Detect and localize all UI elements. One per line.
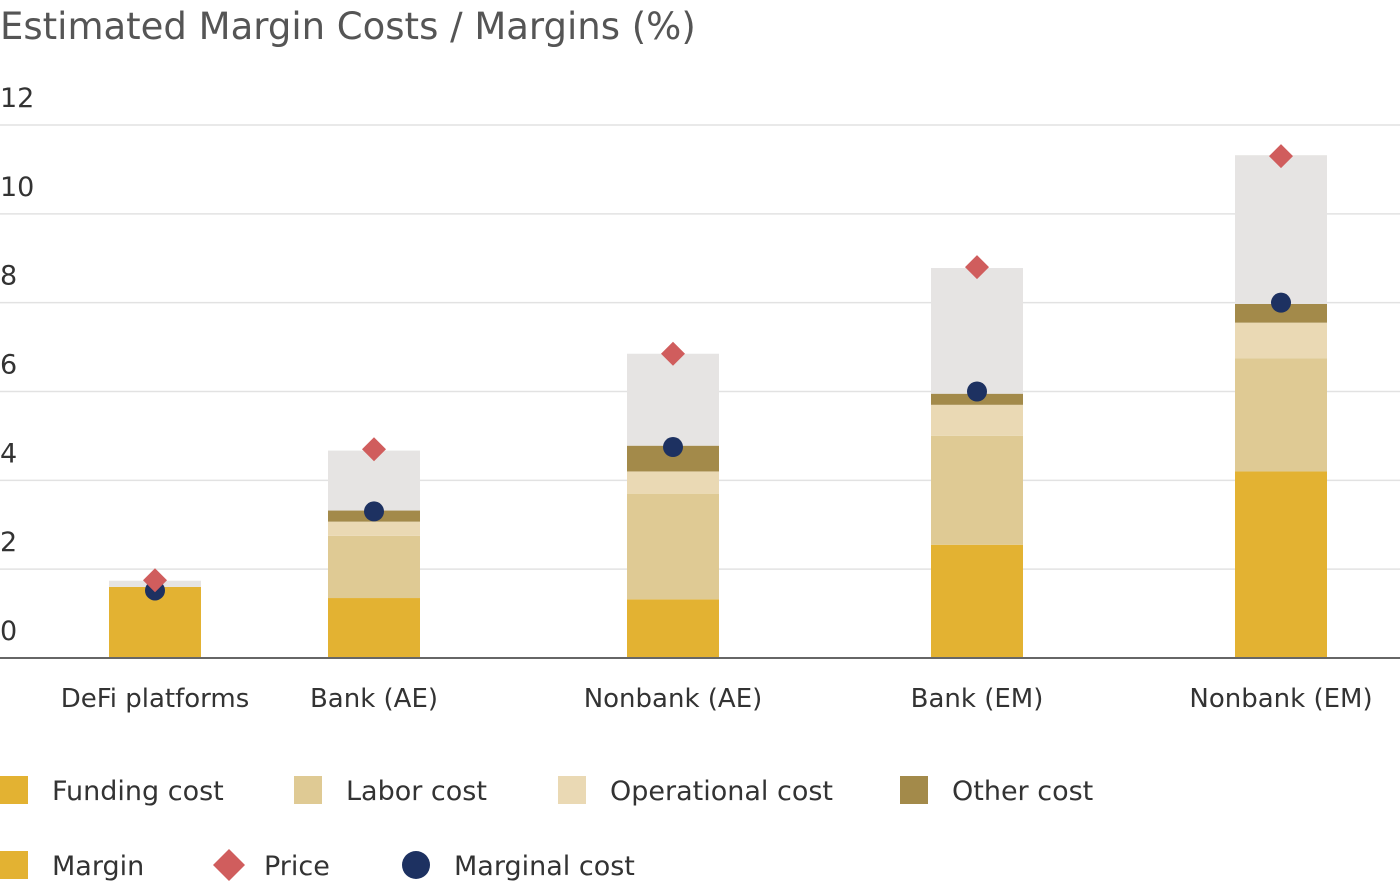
bar-group-bank-ae bbox=[328, 450, 420, 658]
legend-label: Price bbox=[264, 851, 330, 882]
legend-swatch bbox=[213, 849, 245, 881]
bar-segment-margin bbox=[1235, 155, 1327, 304]
legend-label: Margin bbox=[52, 851, 144, 882]
y-tick-label: 10 bbox=[0, 172, 34, 203]
legend-item-price: Price bbox=[213, 849, 330, 882]
marker-price bbox=[965, 255, 989, 280]
legend-swatch bbox=[402, 851, 430, 879]
y-tick-label: 8 bbox=[0, 261, 17, 292]
bar-segment-labor-cost bbox=[328, 535, 420, 599]
bar-segment-margin bbox=[931, 268, 1023, 394]
bar-segment-labor-cost bbox=[627, 493, 719, 600]
legend-swatch bbox=[0, 776, 28, 804]
x-tick-label: Nonbank (AE) bbox=[584, 684, 763, 714]
bar-segment-operational-cost bbox=[931, 404, 1023, 436]
legend-item-margin: Margin bbox=[0, 851, 144, 882]
y-tick-label: 4 bbox=[0, 438, 17, 469]
marker-marginal-cost bbox=[663, 437, 683, 458]
legend-item-labor-cost: Labor cost bbox=[294, 776, 487, 807]
bar-segment-funding-cost bbox=[1235, 471, 1327, 658]
y-tick-label: 12 bbox=[0, 83, 34, 114]
x-tick-label: Nonbank (EM) bbox=[1189, 684, 1372, 714]
x-tick-label: Bank (EM) bbox=[911, 684, 1044, 714]
bar-group-nonbank-em bbox=[1235, 155, 1327, 658]
marker-marginal-cost bbox=[364, 501, 384, 522]
legend-item-other-cost: Other cost bbox=[900, 776, 1093, 807]
legend-swatch bbox=[0, 851, 28, 879]
bar-segment-labor-cost bbox=[1235, 358, 1327, 472]
bars bbox=[109, 155, 1327, 658]
legend-item-funding-cost: Funding cost bbox=[0, 776, 224, 807]
legend-swatch bbox=[900, 776, 928, 804]
marker-price bbox=[143, 568, 167, 593]
bar-segment-labor-cost bbox=[931, 435, 1023, 545]
x-tick-label: Bank (AE) bbox=[310, 684, 438, 714]
bar-segment-funding-cost bbox=[328, 598, 420, 658]
marker-marginal-cost bbox=[967, 381, 987, 402]
legend-item-marginal-cost: Marginal cost bbox=[402, 851, 635, 882]
legend-swatch bbox=[558, 776, 586, 804]
marker-price bbox=[362, 437, 386, 462]
legend-label: Operational cost bbox=[610, 776, 833, 807]
y-tick-label: 6 bbox=[0, 350, 17, 381]
legend-label: Other cost bbox=[952, 776, 1093, 807]
bar-group-nonbank-ae bbox=[627, 353, 719, 658]
legend-swatch bbox=[294, 776, 322, 804]
bar-group-bank-em bbox=[931, 268, 1023, 658]
axes: 0 2 4 6 8 10 12 DeFi platforms Bank (AE) Nonbank … bbox=[0, 83, 1400, 714]
bar-segment-other-cost bbox=[1235, 303, 1327, 323]
marker-marginal-cost bbox=[1271, 292, 1291, 313]
chart-title: Estimated Margin Costs / Margins (%) bbox=[0, 5, 696, 48]
legend-label: Marginal cost bbox=[454, 851, 635, 882]
legend-item-operational-cost: Operational cost bbox=[558, 776, 833, 807]
legend: Funding cost Labor cost Operational cost Ot… bbox=[0, 776, 1093, 882]
marker-price bbox=[661, 341, 685, 366]
marker-price bbox=[1269, 144, 1293, 169]
legend-label: Labor cost bbox=[346, 776, 487, 807]
bar-segment-funding-cost bbox=[627, 599, 719, 658]
bar-segment-funding-cost bbox=[931, 544, 1023, 658]
legend-label: Funding cost bbox=[52, 776, 224, 807]
y-tick-label: 0 bbox=[0, 616, 17, 647]
y-tick-label: 2 bbox=[0, 527, 17, 558]
markers bbox=[143, 144, 1293, 601]
x-tick-label: DeFi platforms bbox=[61, 684, 250, 714]
bar-segment-operational-cost bbox=[328, 521, 420, 536]
bar-segment-operational-cost bbox=[1235, 322, 1327, 359]
bar-segment-margin bbox=[627, 353, 719, 446]
bar-segment-operational-cost bbox=[627, 471, 719, 494]
